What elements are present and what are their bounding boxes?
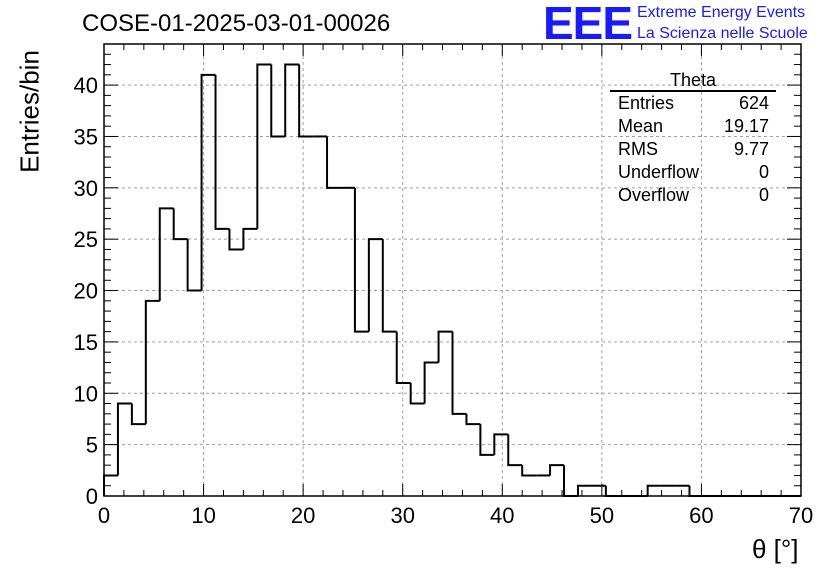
- stats-value: 19.17: [723, 116, 769, 136]
- y-axis-label: Entries/bin: [14, 50, 45, 173]
- stats-label: Underflow: [618, 162, 700, 182]
- y-tick-label: 35: [74, 124, 98, 149]
- histogram-bin: [256, 63, 272, 229]
- y-tick-label: 10: [74, 381, 98, 406]
- histogram-bin: [186, 239, 202, 292]
- x-tick-label: 10: [191, 503, 215, 528]
- y-tick-label: 20: [74, 279, 98, 304]
- y-tick-label: 30: [74, 176, 98, 201]
- histogram-bin: [367, 238, 383, 332]
- x-tick-label: 40: [490, 503, 514, 528]
- x-tick-label: 30: [390, 503, 414, 528]
- histogram-bin: [214, 74, 230, 230]
- stats-label: Mean: [618, 116, 664, 136]
- stats-label: RMS: [618, 139, 658, 159]
- histogram-bin: [172, 208, 188, 241]
- histogram-bin: [326, 136, 341, 189]
- x-tick-label: 0: [98, 503, 110, 528]
- histogram-bin: [284, 63, 300, 137]
- y-tick-label: 0: [86, 484, 98, 509]
- histogram-bin: [563, 465, 578, 497]
- histogram-bin: [646, 484, 662, 496]
- histogram-bin: [144, 299, 160, 425]
- stats-label: Entries: [618, 93, 675, 113]
- histogram-bin: [465, 413, 481, 426]
- histogram-bin: [381, 239, 397, 333]
- stats-row-overflow: Overflow 0: [610, 184, 776, 207]
- stats-row-rms: RMS 9.77: [610, 138, 776, 161]
- stats-value: 624: [738, 93, 769, 113]
- histogram-bin: [576, 484, 592, 496]
- x-tick-label: 60: [689, 503, 713, 528]
- x-tick-label: 20: [291, 503, 315, 528]
- stats-title: Theta: [610, 70, 776, 92]
- x-tick-labels: 0 10 20 30 40 50 60 70: [98, 503, 813, 528]
- logo-line-1: Extreme Energy Events: [637, 4, 806, 21]
- x-tick-label: 50: [590, 503, 614, 528]
- histogram-bin: [270, 64, 286, 138]
- y-tick-label: 25: [74, 227, 98, 252]
- logo-line-2: La Scienza nelle Scuole: [637, 25, 808, 42]
- y-tick-labels: 0 5 10 15 20 25 30 35 40: [74, 73, 98, 509]
- x-axis-label: θ [°]: [752, 534, 799, 564]
- histogram-bin: [437, 330, 453, 363]
- stats-row-mean: Mean 19.17: [610, 115, 776, 138]
- histogram-bin: [158, 207, 174, 301]
- histogram-bin: [549, 464, 565, 476]
- y-tick-label: 15: [74, 330, 98, 355]
- stats-label: Overflow: [618, 185, 690, 205]
- y-tick-label: 40: [74, 73, 98, 98]
- histogram-bin: [116, 402, 132, 476]
- histogram-bin: [493, 433, 509, 455]
- histogram-bin: [479, 424, 495, 456]
- stats-value: 0: [758, 185, 769, 205]
- histogram-bin: [395, 331, 411, 384]
- histogram-bin: [242, 227, 258, 250]
- histogram-bin: [451, 331, 467, 415]
- histogram-bin: [298, 64, 314, 138]
- histogram-bin: [353, 187, 369, 333]
- histogram-bin: [507, 434, 523, 467]
- histogram-bin: [130, 403, 146, 426]
- stats-row-entries: Entries 624: [610, 92, 776, 115]
- histogram-bin: [200, 73, 216, 291]
- stats-value: 9.77: [733, 139, 769, 159]
- stats-row-underflow: Underflow 0: [610, 161, 776, 184]
- stats-value: 0: [758, 162, 769, 182]
- stats-box: Theta Entries 624 Mean 19.17 RMS 9.77 Un…: [610, 70, 776, 207]
- histogram-bin: [604, 485, 620, 497]
- histogram-bin: [521, 465, 537, 477]
- histogram-bin: [228, 228, 244, 251]
- y-tick-label: 5: [86, 433, 98, 458]
- plot-title: COSE-01-2025-03-01-00026: [82, 10, 391, 37]
- eee-logo: EEE: [543, 0, 633, 49]
- axis-ticks: [103, 43, 802, 497]
- histogram-bin: [409, 383, 425, 405]
- histogram-bin: [423, 361, 439, 404]
- x-tick-label: 70: [789, 503, 813, 528]
